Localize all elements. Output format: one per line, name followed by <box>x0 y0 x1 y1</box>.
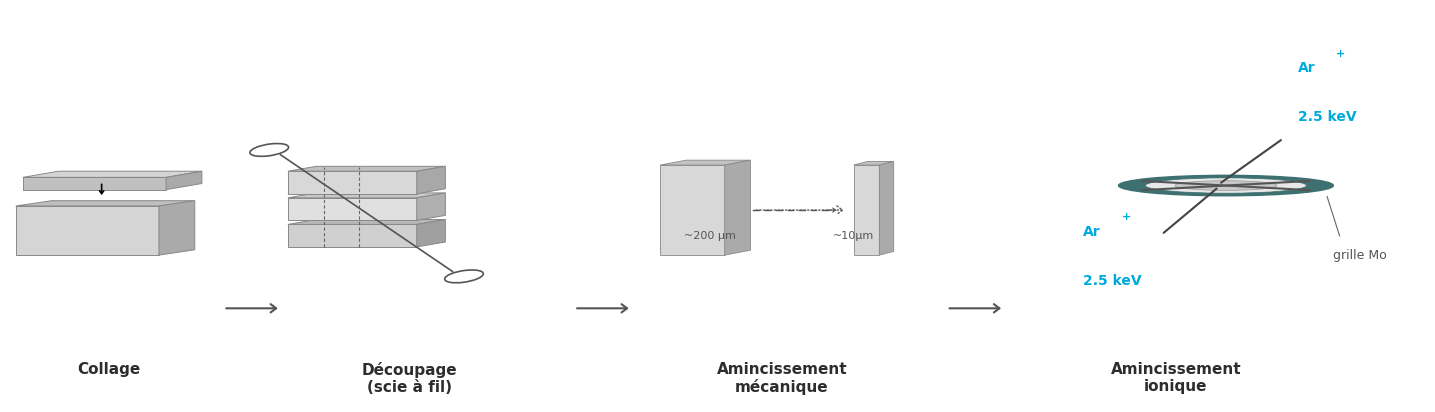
Text: Ar: Ar <box>1083 225 1101 239</box>
Polygon shape <box>660 160 751 165</box>
Polygon shape <box>23 177 166 190</box>
Polygon shape <box>416 193 445 220</box>
Polygon shape <box>16 201 195 206</box>
Ellipse shape <box>1145 178 1306 193</box>
Polygon shape <box>288 198 416 220</box>
Text: +: + <box>1336 49 1346 59</box>
Polygon shape <box>166 171 202 190</box>
Polygon shape <box>288 225 416 247</box>
Polygon shape <box>288 220 445 225</box>
Text: Ar: Ar <box>1297 61 1314 75</box>
Text: Amincissement
mécanique: Amincissement mécanique <box>716 361 847 395</box>
Polygon shape <box>288 171 416 194</box>
Ellipse shape <box>1118 176 1333 196</box>
Ellipse shape <box>1175 181 1277 190</box>
Polygon shape <box>880 162 894 255</box>
Text: 2.5 keV: 2.5 keV <box>1297 110 1356 124</box>
Text: 2.5 keV: 2.5 keV <box>1083 274 1141 288</box>
Polygon shape <box>288 193 445 198</box>
Polygon shape <box>23 171 202 177</box>
Polygon shape <box>16 206 159 255</box>
Text: Collage: Collage <box>77 361 141 377</box>
Polygon shape <box>854 165 880 255</box>
Polygon shape <box>416 220 445 247</box>
Polygon shape <box>288 166 445 171</box>
Polygon shape <box>159 201 195 255</box>
Polygon shape <box>660 165 725 255</box>
Text: Découpage
(scie à fil): Découpage (scie à fil) <box>362 361 458 395</box>
Text: +: + <box>1121 212 1131 222</box>
Polygon shape <box>725 160 751 255</box>
Text: ~200 μm: ~200 μm <box>684 231 736 241</box>
Text: ~10μm: ~10μm <box>832 231 874 241</box>
Polygon shape <box>854 162 894 165</box>
Text: Amincissement
ionique: Amincissement ionique <box>1111 361 1241 394</box>
Text: grille Mo: grille Mo <box>1333 248 1388 262</box>
Polygon shape <box>416 166 445 194</box>
